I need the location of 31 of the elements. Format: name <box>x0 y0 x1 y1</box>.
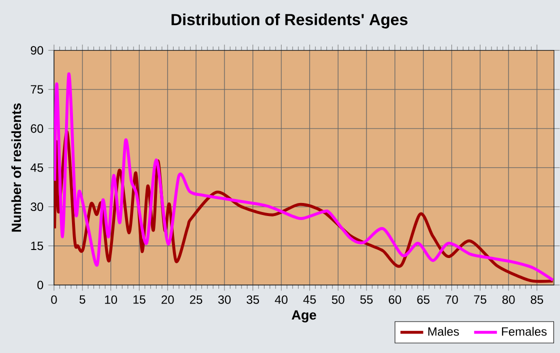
y-tick-label: 15 <box>31 242 44 250</box>
x-tick-label: 35 <box>246 295 260 304</box>
y-tick-label: 30 <box>30 202 44 212</box>
x-tick-label: 10 <box>105 295 118 304</box>
x-tick-label: 70 <box>446 295 458 304</box>
x-tick-label: 20 <box>162 295 174 304</box>
line-series <box>54 72 554 282</box>
x-tick-label: 40 <box>274 295 288 304</box>
legend-label: Females <box>502 326 547 336</box>
y-tick-label: 75 <box>30 85 44 94</box>
x-axis-title: Age <box>292 310 316 322</box>
x-tick-label: 30 <box>218 295 231 304</box>
chart-title: Distribution of Residents' Ages <box>172 14 408 28</box>
x-tick-label: 80 <box>502 295 515 304</box>
x-tick-label: 65 <box>417 295 430 304</box>
legend-label: Males <box>428 326 459 336</box>
y-tick-label: 0 <box>37 280 44 290</box>
y-tick-label: 60 <box>30 124 44 133</box>
x-tick-label: 85 <box>530 295 544 304</box>
x-tick-label: 55 <box>360 295 373 304</box>
x-tick-label: 60 <box>388 295 402 304</box>
x-tick-label: 5 <box>80 295 86 304</box>
y-axis-title: Number of residents <box>11 103 22 232</box>
x-tick-label: 50 <box>332 295 344 304</box>
x-tick-label: 75 <box>474 295 486 304</box>
y-tick-label: 90 <box>30 46 44 55</box>
y-tick-label: 45 <box>30 163 44 172</box>
x-tick-label: 25 <box>190 295 202 304</box>
x-tick-label: 45 <box>303 295 316 304</box>
x-tick-label: 15 <box>133 295 146 304</box>
x-tick-label: 0 <box>51 295 57 304</box>
